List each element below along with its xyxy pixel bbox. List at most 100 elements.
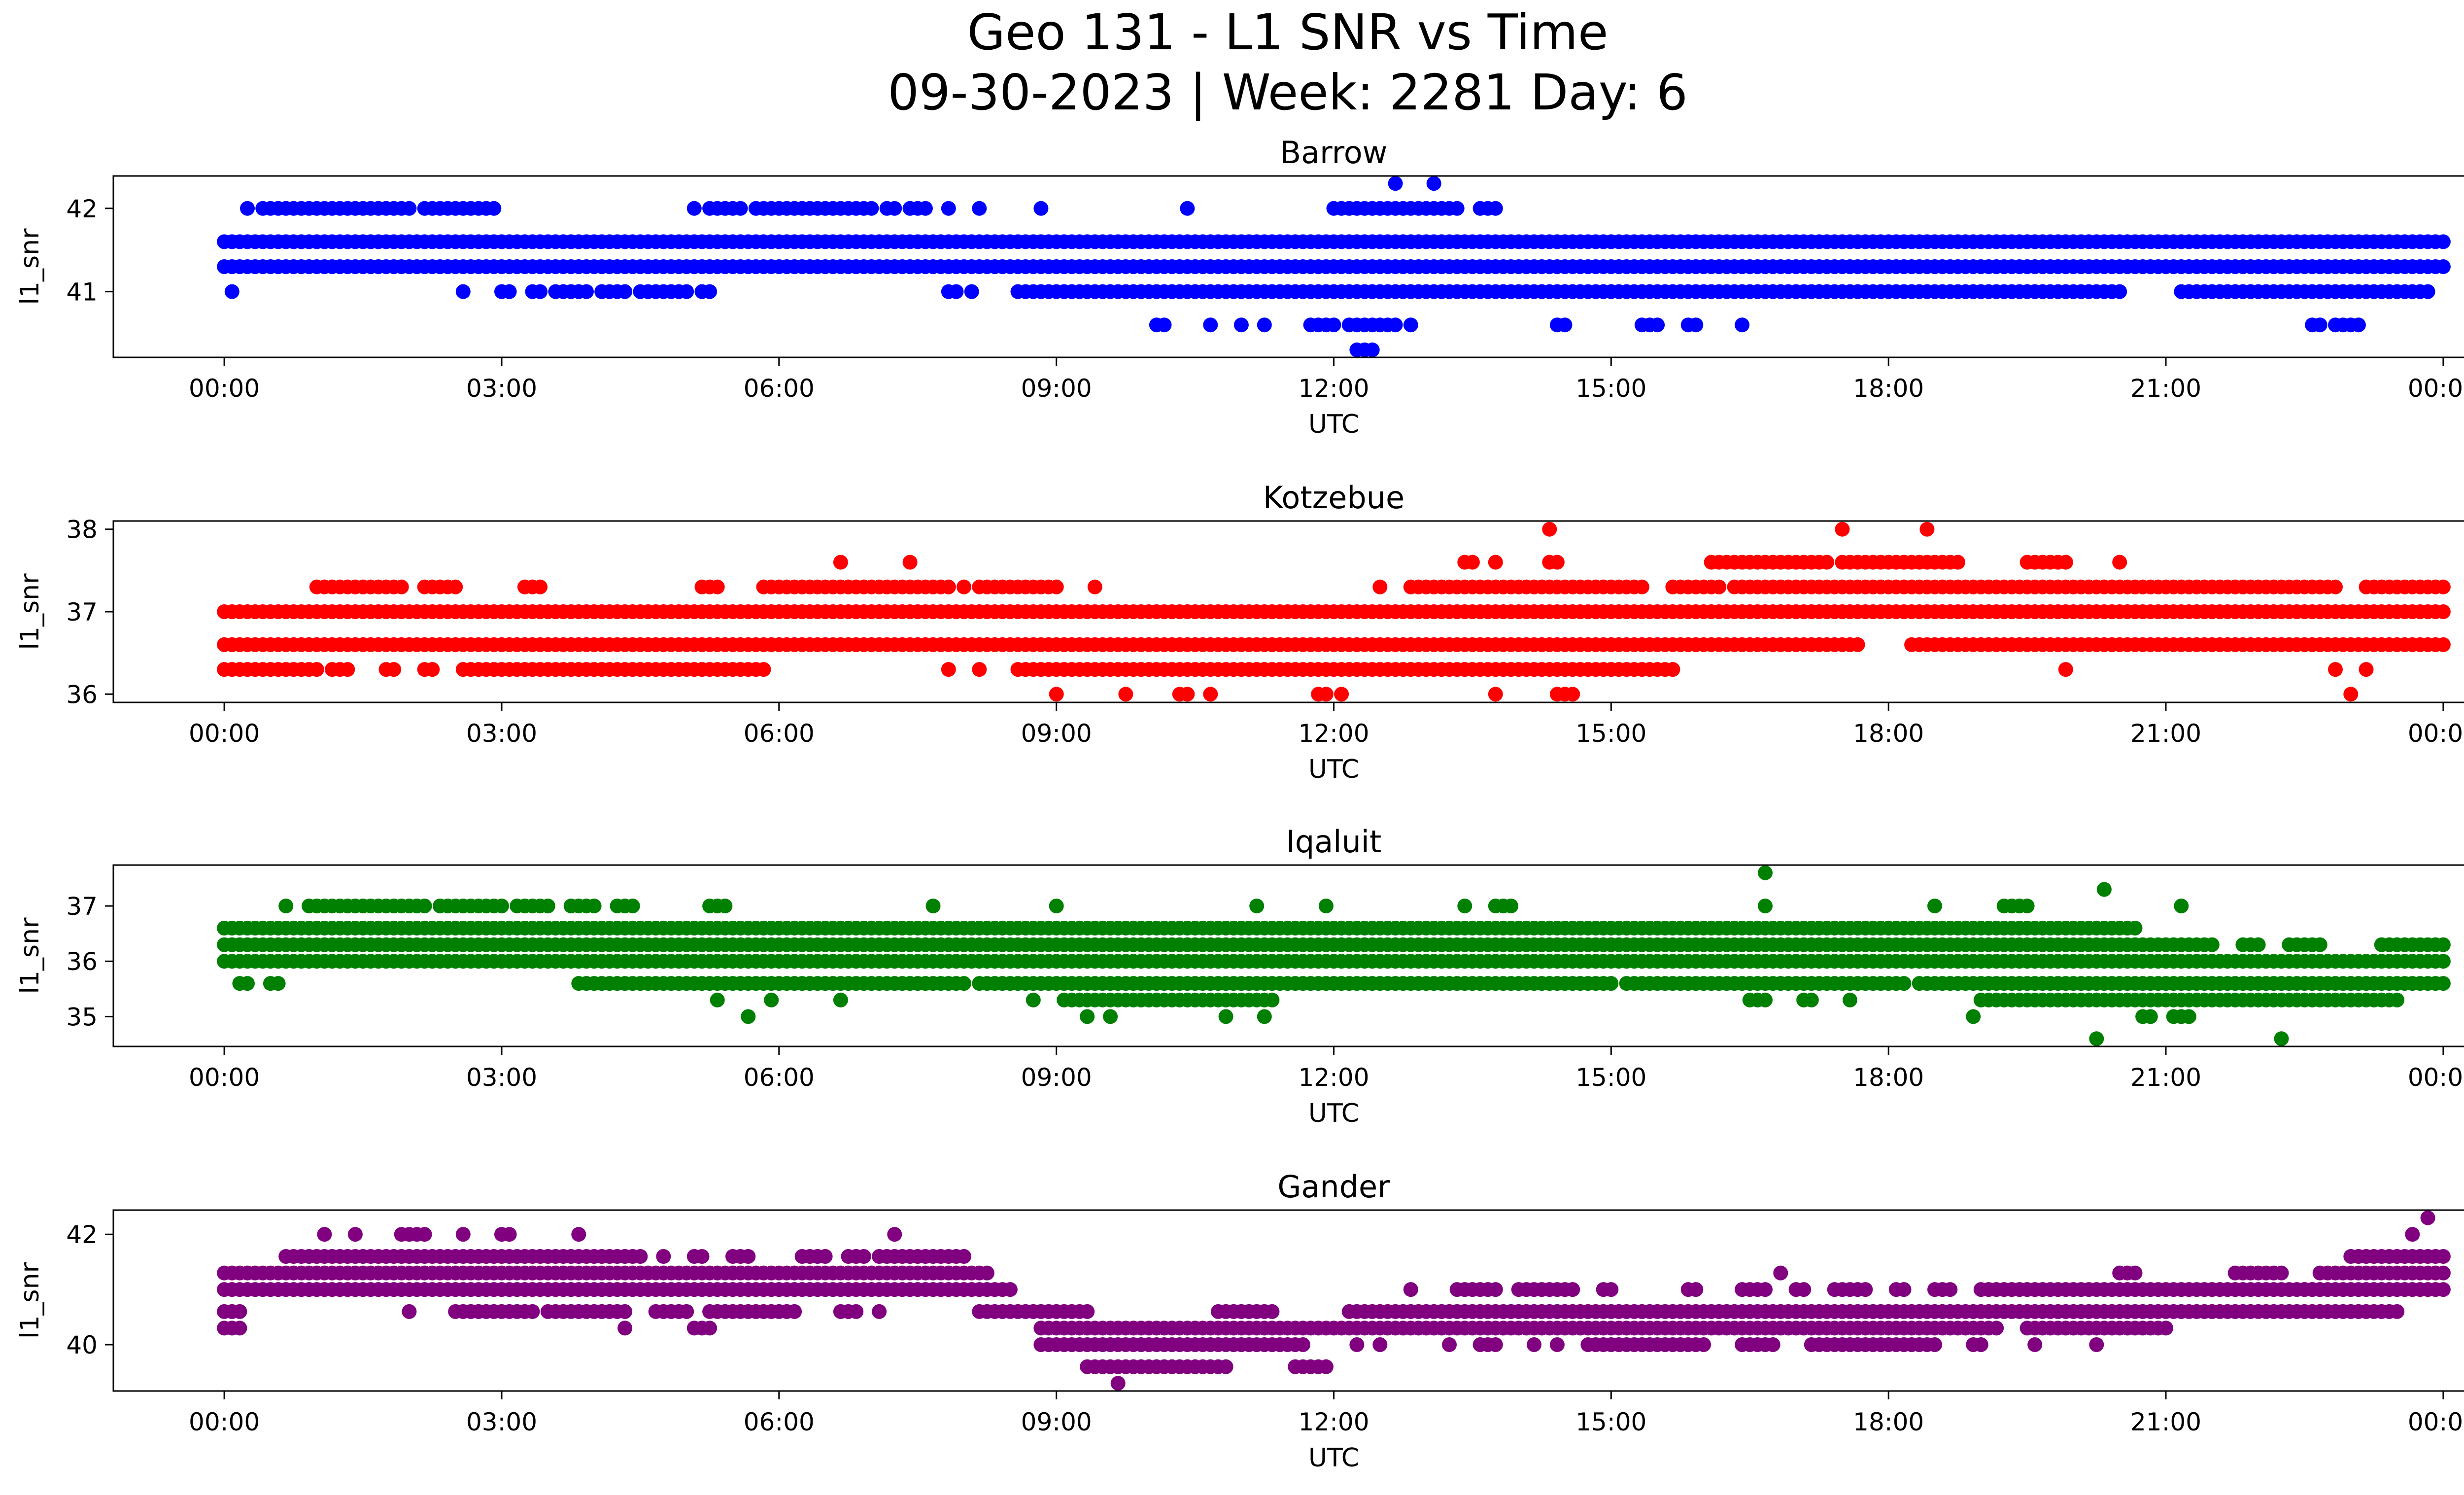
data-point [402,1304,417,1319]
data-point [579,284,594,299]
y-tick-label: 35 [66,1003,98,1031]
data-point [941,201,956,216]
data-point [1449,201,1465,216]
data-point [2420,284,2435,299]
data-point [2127,1265,2143,1281]
data-point [949,284,964,299]
figure-title-line1: Geo 131 - L1 SNR vs Time [967,3,1608,61]
data-point [386,662,402,677]
data-point [1843,992,1857,1008]
data-point [232,1304,247,1319]
data-point [1858,1282,1873,1297]
data-point [2435,1249,2451,1264]
data-point [1927,899,1942,913]
data-point [718,899,733,913]
data-point [1203,687,1218,702]
data-point [417,899,432,913]
series-points-barrow [217,176,2451,357]
data-point [1758,1282,1773,1297]
data-point [402,201,417,216]
data-point [964,284,979,299]
series-points-kotzebue [217,522,2451,702]
data-point [2405,1227,2420,1242]
data-point [1257,317,1272,333]
data-point [741,1009,756,1024]
y-tick-label: 41 [66,278,98,307]
data-point [941,662,956,677]
data-point [1634,579,1649,594]
data-point [1549,555,1565,570]
x-tick-label: 12:00 [1298,1408,1369,1436]
data-point [1426,176,1441,191]
data-point [818,1249,833,1264]
data-point [494,899,509,913]
subplots: 00:00 03:00 06:00 09:00 12:00 15:00 18:00 21:00… [15,135,2464,1473]
data-point [2112,555,2127,570]
data-point [686,201,702,216]
data-point [787,1304,802,1319]
x-tick-label: 09:00 [1021,1408,1092,1436]
x-tick-label: 06:00 [744,1063,815,1092]
data-point [1665,662,1680,677]
x-tick-label: 12:00 [1298,1063,1369,1092]
data-point [240,976,255,991]
data-point [1318,687,1334,702]
x-tick-label: 09:00 [1021,374,1092,403]
data-point [694,1249,710,1264]
subplot-kotzebue: 00:00 03:00 06:00 09:00 12:00 15:00 18:00 21:00… [15,480,2464,784]
data-point [2174,899,2189,913]
data-point [2312,1282,2327,1297]
x-tick-label: 18:00 [1853,1063,1924,1092]
subplot-title: Kotzebue [1263,480,1404,516]
subplot-barrow: 00:00 03:00 06:00 09:00 12:00 15:00 18:00 21:00… [15,135,2464,439]
data-point [2027,1337,2043,1352]
data-point [1488,687,1503,702]
x-tick-label: 15:00 [1575,719,1646,748]
data-point [1488,555,1503,570]
data-point [1527,1337,1541,1352]
data-point [702,1321,718,1336]
data-point [502,284,517,299]
data-point [540,899,555,913]
data-point [2435,954,2451,969]
data-point [1758,865,1773,880]
x-tick-label: 18:00 [1853,719,1924,748]
data-point [1203,317,1218,333]
x-tick-label: 00:00 [189,1063,260,1092]
x-tick-label: 06:00 [744,374,815,403]
x-tick-label: 15:00 [1575,1063,1646,1092]
data-point [1927,1337,1942,1352]
data-point [1087,579,1102,594]
data-point [1233,317,1249,333]
data-point [1388,176,1403,191]
data-point [1372,579,1388,594]
x-tick-label: 03:00 [466,719,537,748]
data-point [656,1249,671,1264]
data-point [887,201,902,216]
y-tick-label: 42 [66,195,98,223]
data-point [2359,662,2374,677]
data-point [1765,1337,1780,1352]
data-point [1403,317,1418,333]
data-point [1688,1282,1704,1297]
data-point [1118,687,1133,702]
data-point [925,899,941,913]
data-point [1388,317,1403,333]
data-point [1033,201,1049,216]
data-point [533,579,548,594]
data-point [849,1304,864,1319]
x-axis-label: UTC [1308,1099,1359,1128]
x-tick-label: 21:00 [2130,1408,2201,1436]
data-point [271,976,286,991]
data-point [856,1249,871,1264]
data-point [2435,604,2451,619]
x-tick-label: 00:00 [189,374,260,403]
data-point [1049,687,1064,702]
data-point [979,1265,994,1281]
data-point [1604,976,1619,991]
data-point [1457,899,1472,913]
data-point [571,1227,586,1242]
data-point [533,284,548,299]
data-point [2019,899,2035,913]
data-point [1819,555,1835,570]
